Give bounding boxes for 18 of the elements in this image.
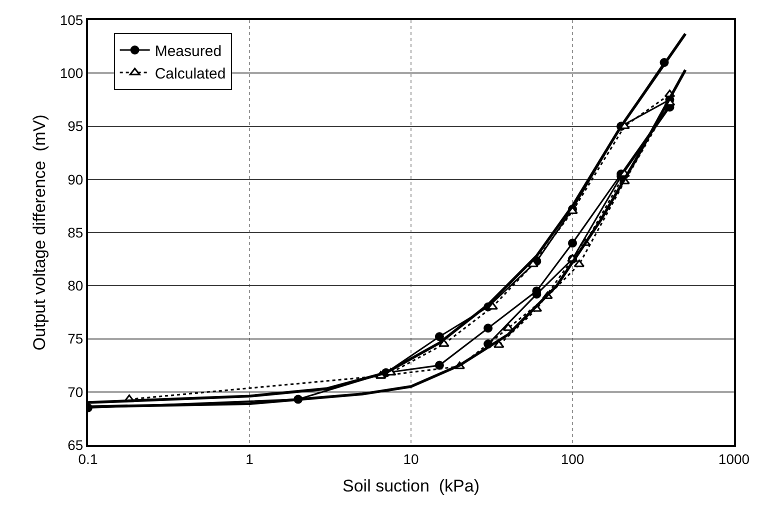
y-axis-title: Output voltage difference (mV) (30, 114, 49, 350)
y-tick-label: 65 (68, 436, 84, 453)
x-tick-label: 10 (403, 450, 419, 467)
y-tick-label: 85 (68, 224, 84, 240)
y-tick-label: 70 (68, 384, 84, 400)
x-tick-label: 0.1 (78, 450, 98, 467)
x-axis-title: Soil suction (kPa) (342, 476, 480, 496)
y-tick-label: 105 (60, 12, 84, 28)
y-tick-label: 80 (68, 278, 84, 294)
x-tick-label: 1 (246, 450, 254, 467)
legend-label: Measured (154, 42, 222, 60)
x-tick-label: 1000 (718, 450, 750, 467)
y-tick-label: 95 (68, 118, 84, 134)
x-tick-label: 100 (560, 450, 584, 467)
y-tick-label: 100 (60, 65, 84, 82)
legend-label: Calculated (154, 65, 226, 82)
y-tick-label: 90 (68, 171, 84, 188)
y-tick-label: 75 (68, 330, 84, 347)
